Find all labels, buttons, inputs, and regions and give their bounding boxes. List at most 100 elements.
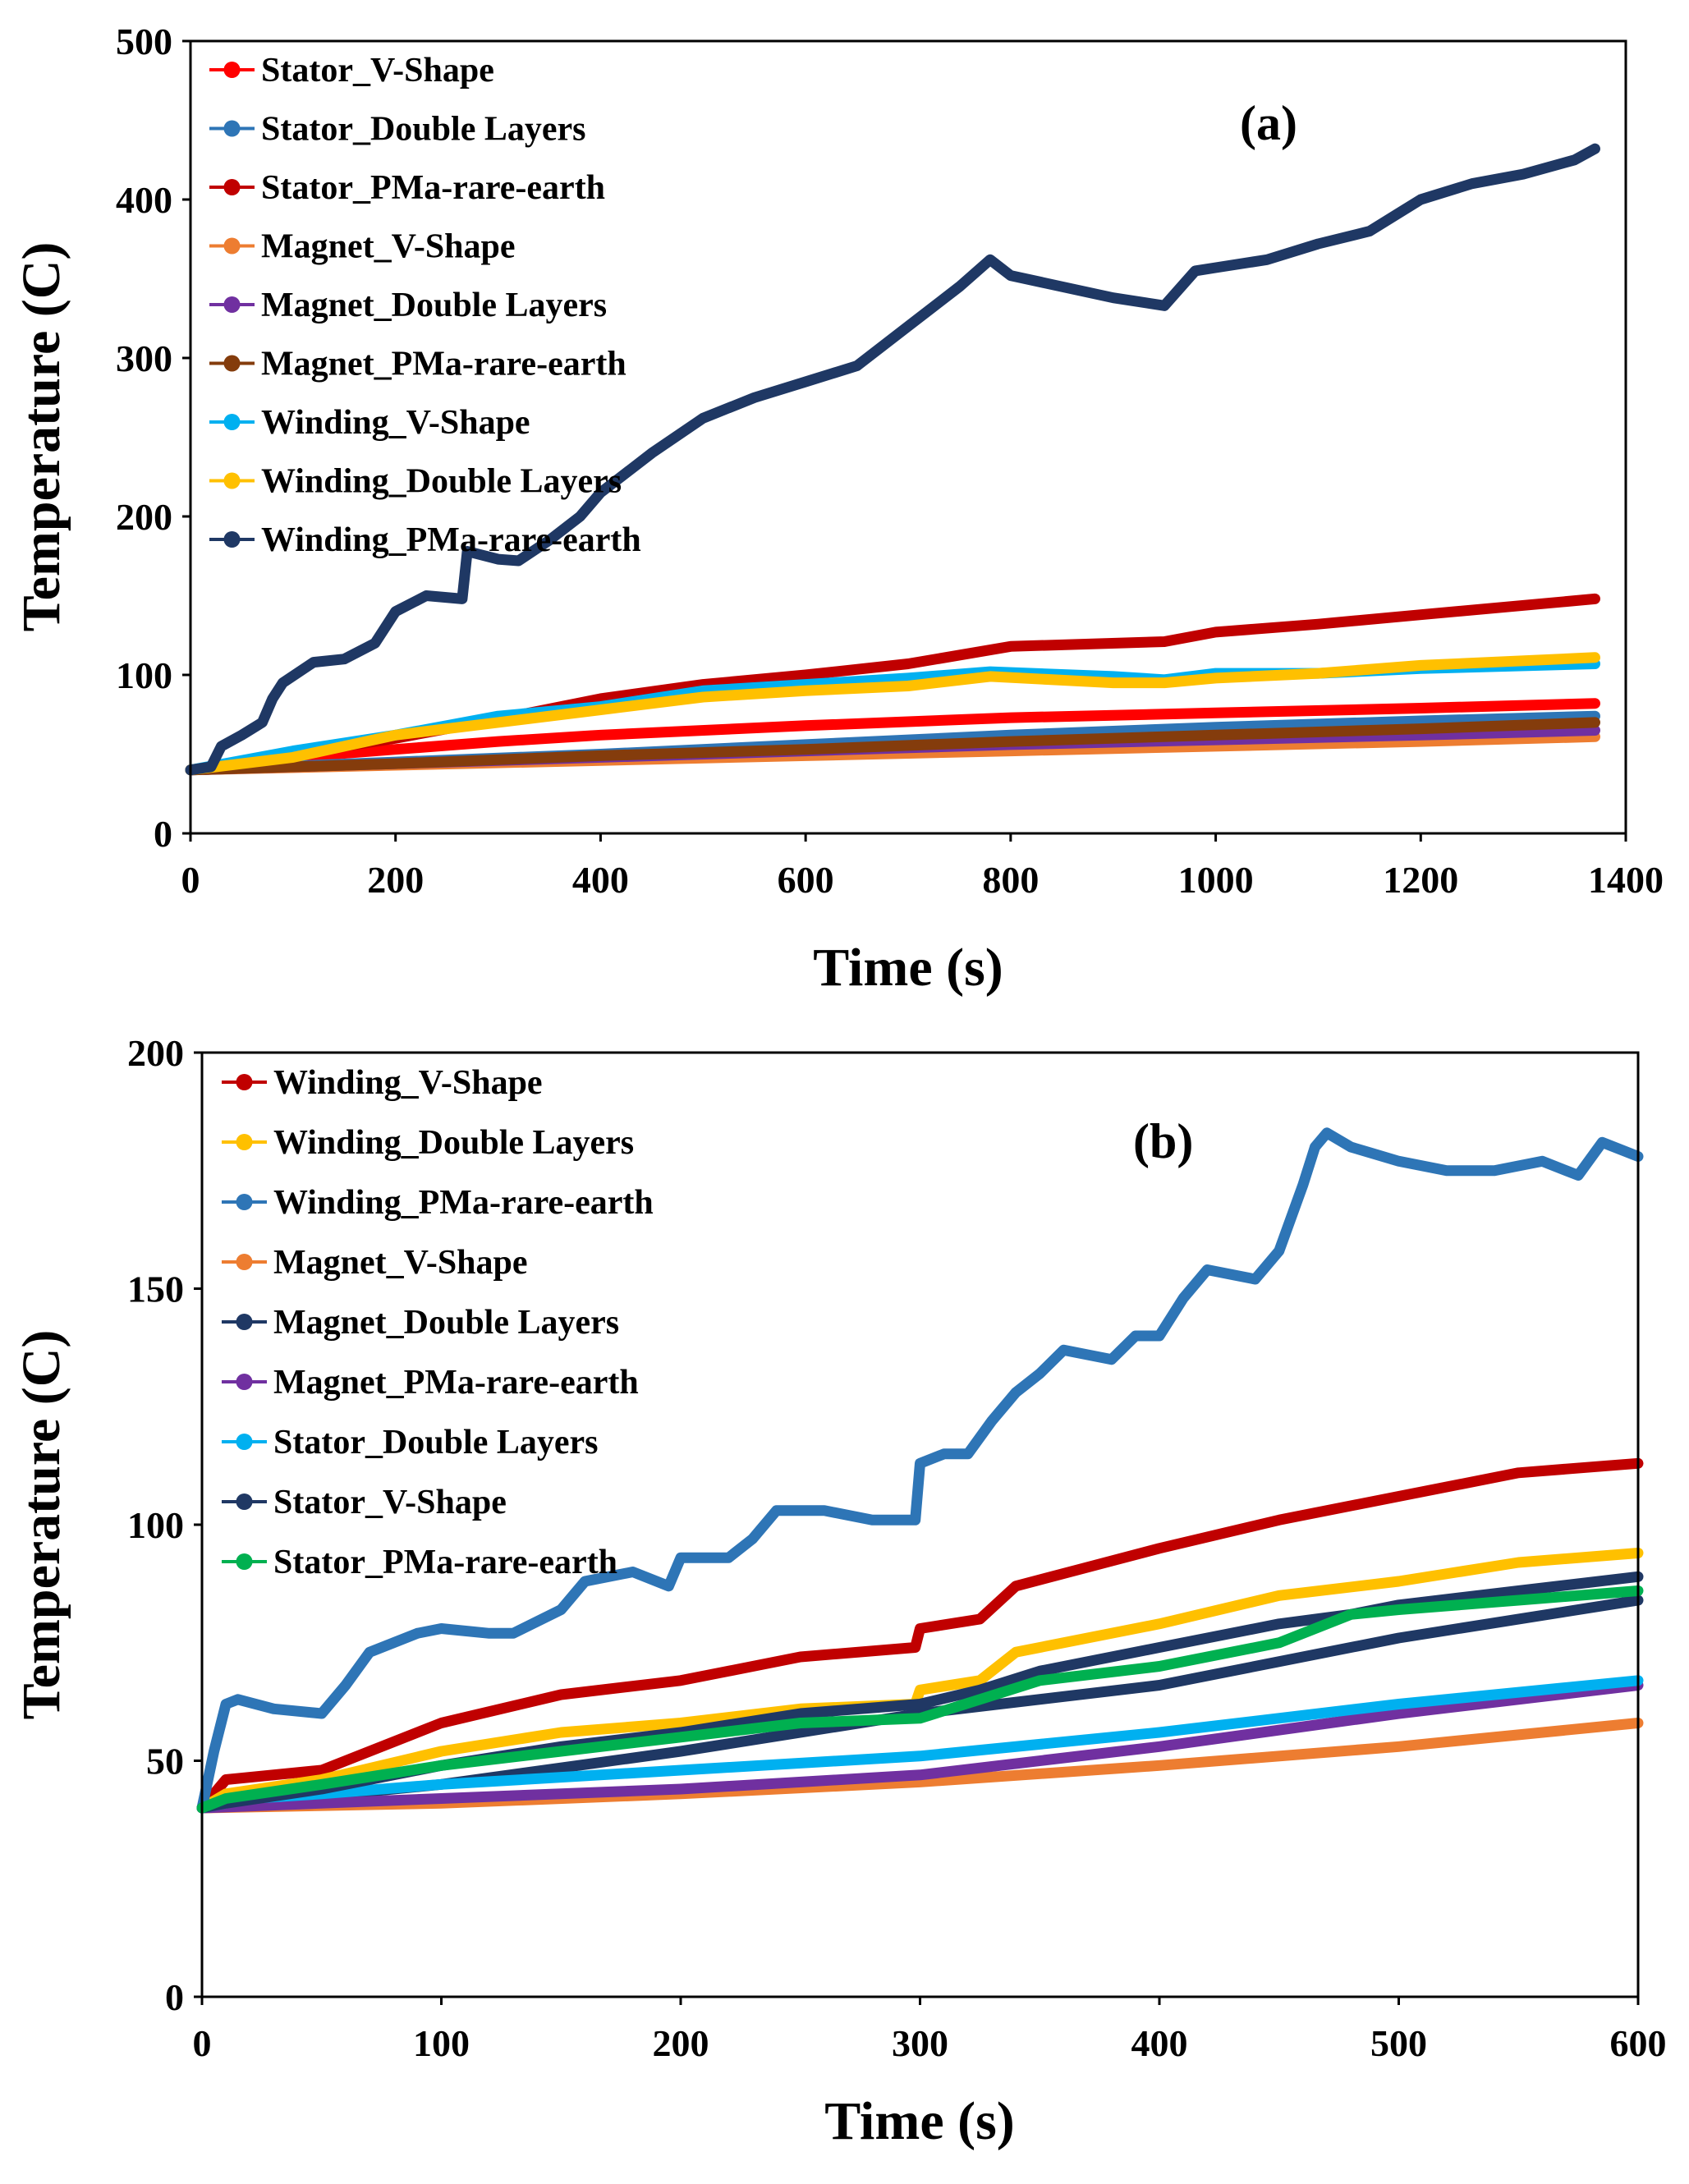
x-tick-label: 100 bbox=[413, 2022, 470, 2064]
series-line-winding-pma-rare-earth bbox=[185, 143, 1600, 776]
legend-label: Stator_Double Layers bbox=[273, 1424, 598, 1461]
legend-label: Winding_Double Layers bbox=[273, 1124, 634, 1162]
legend-marker bbox=[236, 1493, 253, 1510]
x-tick-label: 1400 bbox=[1588, 859, 1664, 901]
legend-item-magnet-double-layers: Magnet_Double Layers bbox=[222, 1304, 619, 1342]
legend-marker bbox=[236, 1134, 253, 1150]
chart-a-x-axis-title: Time (s) bbox=[813, 938, 1003, 998]
chart-a-plot-frame bbox=[189, 39, 1627, 835]
series-line-stator-pma-rare-earth bbox=[196, 1585, 1644, 1814]
series-line-winding-v-shape bbox=[196, 1457, 1644, 1814]
legend-label: Stator_Double Layers bbox=[261, 111, 585, 149]
legend-label: Winding_Double Layers bbox=[261, 463, 622, 501]
x-tick-label: 600 bbox=[1610, 2022, 1667, 2064]
x-tick-label: 1200 bbox=[1383, 859, 1458, 901]
y-tick-label: 100 bbox=[116, 654, 172, 696]
legend-item-winding-v-shape: Winding_V-Shape bbox=[209, 404, 530, 442]
series-line-magnet-pma-rare-earth bbox=[196, 1680, 1644, 1814]
chart-b-plot-frame bbox=[200, 1051, 1640, 1998]
chart-b-legend: Winding_V-Shape Winding_Double Layers Wind… bbox=[222, 1064, 654, 1581]
legend-item-stator-double-layers: Stator_Double Layers bbox=[209, 111, 585, 149]
chart-b-panel-label: (b) bbox=[1133, 1114, 1193, 1168]
legend-item-winding-pma-rare-earth: Winding_PMa-rare-earth bbox=[209, 521, 641, 559]
series-line-winding-double-layers bbox=[185, 652, 1600, 776]
x-tick-label: 0 bbox=[193, 2022, 212, 2064]
legend-marker bbox=[236, 1074, 253, 1090]
legend-item-winding-double-layers: Winding_Double Layers bbox=[222, 1124, 634, 1162]
x-tick-label: 200 bbox=[653, 2022, 709, 2064]
legend-label: Magnet_PMa-rare-earth bbox=[273, 1364, 639, 1402]
legend-label: Magnet_Double Layers bbox=[273, 1304, 619, 1342]
legend-marker bbox=[223, 472, 241, 489]
legend-marker bbox=[223, 62, 241, 78]
legend-marker bbox=[223, 179, 241, 195]
legend-item-stator-v-shape: Stator_V-Shape bbox=[222, 1484, 507, 1521]
y-tick-label: 200 bbox=[116, 496, 172, 538]
x-tick-label: 1000 bbox=[1178, 859, 1254, 901]
legend-item-winding-v-shape: Winding_V-Shape bbox=[222, 1064, 543, 1102]
chart-b-axes: 0 100 200 300 400 500 600 0 50 100 150 200 bbox=[127, 1032, 1667, 2064]
legend-marker bbox=[236, 1374, 253, 1390]
chart-b-y-axis-title: Temperature (C) bbox=[11, 1330, 71, 1720]
y-tick-label: 100 bbox=[127, 1504, 184, 1546]
legend-label: Magnet_V-Shape bbox=[273, 1244, 528, 1282]
legend-marker bbox=[236, 1194, 253, 1210]
y-tick-label: 150 bbox=[127, 1269, 184, 1310]
legend-label: Winding_V-Shape bbox=[261, 404, 530, 442]
legend-marker bbox=[223, 237, 241, 255]
legend-item-magnet-v-shape: Magnet_V-Shape bbox=[222, 1244, 528, 1282]
series-line-magnet-pma-rare-earth bbox=[185, 717, 1600, 776]
legend-item-stator-double-layers: Stator_Double Layers bbox=[222, 1424, 598, 1461]
y-tick-label: 400 bbox=[116, 179, 172, 221]
series-line-winding-double-layers bbox=[196, 1548, 1644, 1814]
x-tick-label: 500 bbox=[1370, 2022, 1427, 2064]
x-tick-label: 400 bbox=[1131, 2022, 1188, 2064]
x-tick-label: 800 bbox=[982, 859, 1039, 901]
legend-label: Winding_V-Shape bbox=[273, 1064, 543, 1102]
legend-marker bbox=[223, 531, 241, 548]
legend-marker bbox=[223, 414, 241, 430]
legend-item-winding-pma-rare-earth: Winding_PMa-rare-earth bbox=[222, 1184, 654, 1222]
legend-label: Magnet_PMa-rare-earth bbox=[261, 346, 626, 383]
y-tick-label: 0 bbox=[154, 813, 172, 855]
x-tick-label: 300 bbox=[892, 2022, 948, 2064]
legend-marker bbox=[223, 120, 241, 137]
legend-label: Stator_PMa-rare-earth bbox=[273, 1544, 617, 1581]
legend-item-magnet-double-layers: Magnet_Double Layers bbox=[209, 287, 607, 324]
chart-a-panel-label: (a) bbox=[1240, 96, 1297, 150]
chart-a-series bbox=[185, 143, 1600, 776]
chart-panel-a: 0 200 400 600 800 1000 1200 1400 0 100 200 300 400 50… bbox=[11, 21, 1664, 998]
legend-marker bbox=[236, 1314, 253, 1330]
x-tick-label: 600 bbox=[778, 859, 834, 901]
y-tick-label: 50 bbox=[146, 1741, 184, 1783]
legend-marker bbox=[236, 1434, 253, 1450]
legend-item-magnet-pma-rare-earth: Magnet_PMa-rare-earth bbox=[209, 346, 626, 383]
legend-item-magnet-v-shape: Magnet_V-Shape bbox=[209, 228, 516, 266]
series-line-winding-pma-rare-earth bbox=[196, 1127, 1644, 1814]
legend-label: Winding_PMa-rare-earth bbox=[261, 521, 641, 559]
chart-a-y-axis-title: Temperature (C) bbox=[11, 242, 71, 632]
legend-marker bbox=[236, 1553, 253, 1570]
y-tick-label: 0 bbox=[165, 1976, 184, 2018]
chart-b-series bbox=[196, 1127, 1644, 1814]
legend-label: Stator_V-Shape bbox=[273, 1484, 507, 1521]
x-tick-label: 400 bbox=[572, 859, 629, 901]
x-tick-label: 0 bbox=[181, 859, 200, 901]
chart-a-legend: Stator_V-Shape Stator_Double Layers Stator… bbox=[209, 52, 641, 559]
y-tick-label: 200 bbox=[127, 1032, 184, 1074]
legend-marker bbox=[223, 355, 241, 372]
y-tick-label: 300 bbox=[116, 337, 172, 379]
x-tick-label: 200 bbox=[367, 859, 424, 901]
legend-item-winding-double-layers: Winding_Double Layers bbox=[209, 463, 622, 501]
legend-item-stator-pma-rare-earth: Stator_PMa-rare-earth bbox=[209, 169, 605, 207]
legend-item-magnet-pma-rare-earth: Magnet_PMa-rare-earth bbox=[222, 1364, 639, 1402]
legend-label: Magnet_Double Layers bbox=[261, 287, 607, 324]
legend-item-stator-v-shape: Stator_V-Shape bbox=[209, 52, 494, 89]
legend-label: Magnet_V-Shape bbox=[261, 228, 516, 266]
chart-a-axes: 0 200 400 600 800 1000 1200 1400 0 100 200 300 400 50… bbox=[116, 21, 1664, 901]
legend-marker bbox=[236, 1254, 253, 1270]
legend-item-stator-pma-rare-earth: Stator_PMa-rare-earth bbox=[222, 1544, 617, 1581]
y-tick-label: 500 bbox=[116, 21, 172, 62]
legend-label: Stator_PMa-rare-earth bbox=[261, 169, 605, 207]
